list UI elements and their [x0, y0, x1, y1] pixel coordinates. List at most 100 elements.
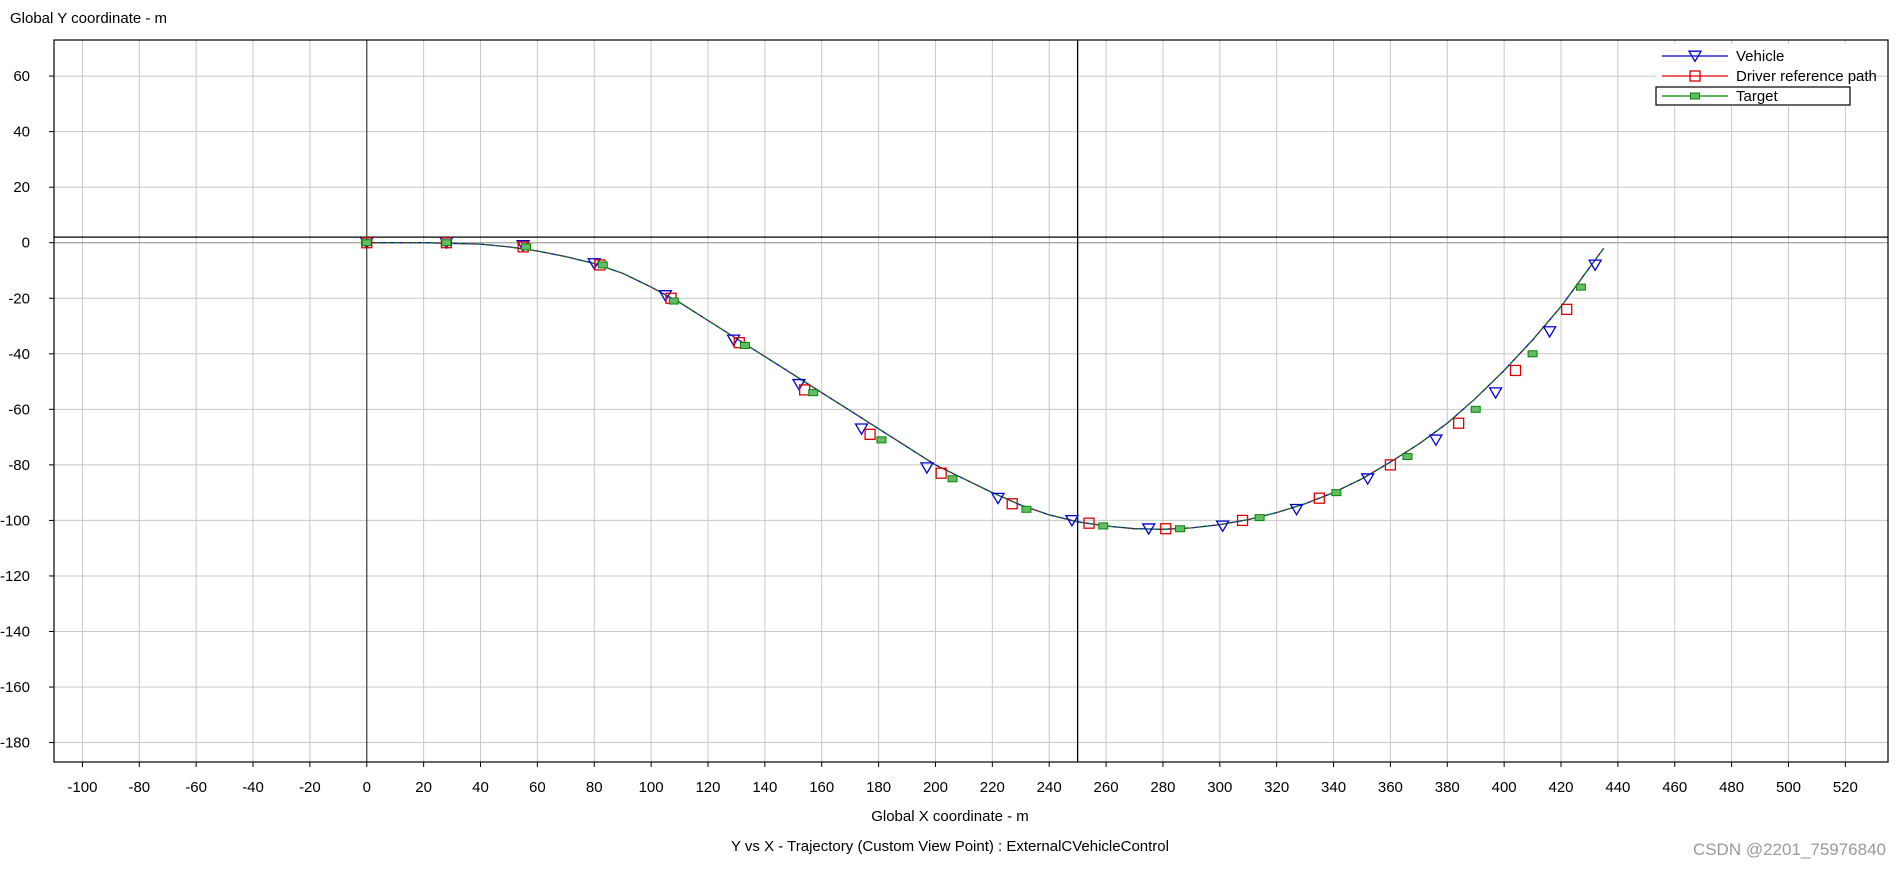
y-tick-label: -20: [8, 290, 30, 307]
targetmarker: [947, 475, 958, 483]
x-tick-label: 260: [1094, 779, 1119, 796]
targetmarker: [521, 243, 532, 251]
y-tick-label: 20: [13, 179, 30, 196]
vehiclemarker: [1064, 514, 1080, 528]
driver-reference-pathmarker: [1452, 417, 1465, 429]
y-tick-label: -80: [8, 457, 30, 474]
y-tick-label: 0: [22, 235, 30, 252]
vehiclemarker: [1587, 259, 1603, 272]
vehiclemarker: [1428, 434, 1444, 447]
driver-reference-pathmarker: [1561, 303, 1573, 316]
driver-reference-pathmarker: [1384, 459, 1397, 471]
x-tick-label: 340: [1321, 779, 1346, 796]
targetmarker: [597, 261, 608, 269]
vehiclemarker: [1488, 387, 1503, 400]
driver-reference-line: [366, 242, 1605, 530]
x-tick-label: 40: [472, 779, 489, 796]
driver-reference-pathmarker: [935, 467, 947, 479]
x-tick-label: 180: [866, 779, 891, 796]
targetmarker: [1470, 405, 1481, 413]
x-axis-label: Global X coordinate - m: [871, 808, 1029, 825]
x-tick-label: 60: [529, 779, 546, 796]
y-tick-label: 40: [13, 124, 30, 141]
legend-marker: [1689, 70, 1701, 82]
vehiclemarker: [1215, 520, 1230, 533]
targetmarker: [808, 389, 819, 397]
target-line: [366, 242, 1605, 530]
y-tick-label: -160: [0, 679, 30, 696]
x-tick-label: 100: [639, 779, 664, 796]
x-tick-label: 420: [1548, 779, 1573, 796]
x-tick-label: 140: [752, 779, 777, 796]
x-tick-label: 380: [1435, 779, 1460, 796]
vehiclemarker: [1542, 326, 1557, 339]
x-tick-label: 480: [1719, 779, 1744, 796]
vehiclemarker: [1289, 503, 1304, 516]
targetmarker: [1331, 489, 1342, 497]
x-tick-label: 460: [1662, 779, 1687, 796]
plot-area: [54, 40, 1888, 762]
legend-selection-box: [1655, 86, 1851, 106]
x-tick-label: 300: [1207, 779, 1232, 796]
y-tick-label: -120: [0, 568, 30, 585]
vehiclemarker: [658, 290, 673, 303]
driver-reference-pathmarker: [1236, 514, 1249, 527]
targetmarker: [1527, 350, 1538, 358]
vehiclemarker: [1141, 523, 1156, 536]
x-tick-label: 20: [415, 779, 432, 796]
chart-title: Y vs X - Trajectory (Custom View Point) …: [731, 838, 1169, 855]
x-tick-label: 200: [923, 779, 948, 796]
legend-label: Driver reference path: [1736, 68, 1877, 85]
driver-reference-pathmarker: [1083, 517, 1095, 529]
x-tick-label: 360: [1378, 779, 1403, 796]
x-tick-label: 320: [1264, 779, 1289, 796]
legend-marker: [1690, 92, 1700, 100]
driver-reference-pathmarker: [1006, 498, 1018, 510]
x-tick-label: 240: [1037, 779, 1062, 796]
x-tick-label: 440: [1605, 779, 1630, 796]
vehiclemarker: [587, 258, 602, 271]
y-tick-label: 60: [13, 68, 30, 85]
targetmarker: [1098, 522, 1109, 530]
targetmarker: [441, 239, 452, 247]
x-tick-label: -60: [185, 779, 207, 796]
x-tick-label: 220: [980, 779, 1005, 796]
x-tick-label: 0: [363, 779, 371, 796]
x-tick-label: 280: [1150, 779, 1175, 796]
watermark: CSDN @2201_75976840: [1692, 840, 1886, 859]
x-tick-label: -80: [128, 779, 150, 796]
targetmarker: [1254, 514, 1265, 522]
y-tick-label: -180: [0, 735, 30, 752]
vehiclemarker: [919, 462, 935, 475]
targetmarker: [1575, 283, 1586, 291]
x-tick-label: 500: [1776, 779, 1801, 796]
x-tick-label: 520: [1833, 779, 1858, 796]
vehiclemarker: [990, 492, 1006, 505]
targetmarker: [1402, 453, 1413, 461]
targetmarker: [1174, 525, 1185, 533]
x-tick-label: -100: [67, 779, 97, 796]
driver-reference-pathmarker: [1160, 523, 1172, 535]
driver-reference-pathmarker: [864, 428, 876, 440]
targetmarker: [739, 341, 750, 349]
x-tick-label: -40: [242, 779, 264, 796]
y-tick-label: -40: [8, 346, 30, 363]
targetmarker: [1021, 505, 1032, 513]
x-tick-label: 80: [586, 779, 603, 796]
y-tick-label: -140: [0, 623, 30, 640]
vehiclemarker: [1360, 473, 1375, 486]
driver-reference-pathmarker: [1313, 492, 1325, 504]
vehiclemarker: [726, 334, 741, 347]
y-tick-label: -60: [8, 401, 30, 418]
targetmarker: [876, 436, 887, 444]
y-tick-label: -100: [0, 512, 30, 529]
targetmarker: [361, 239, 372, 247]
x-tick-label: -20: [299, 779, 321, 796]
legend-label: Vehicle: [1736, 48, 1784, 65]
plot-frame: [53, 39, 1889, 763]
x-tick-label: 120: [695, 779, 720, 796]
targetmarker: [668, 297, 679, 305]
driver-reference-pathmarker: [1509, 364, 1522, 377]
